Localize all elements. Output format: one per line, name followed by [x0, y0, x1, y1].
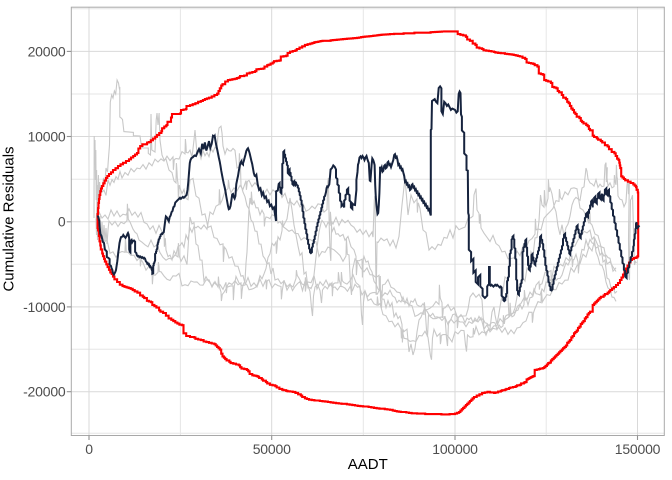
svg-text:Cumulative Residuals: Cumulative Residuals	[1, 146, 18, 291]
svg-text:AADT: AADT	[348, 456, 388, 473]
svg-text:0: 0	[58, 214, 66, 230]
svg-text:20000: 20000	[28, 43, 66, 59]
svg-text:-10000: -10000	[23, 299, 66, 315]
svg-text:10000: 10000	[28, 128, 66, 144]
svg-text:150000: 150000	[615, 441, 661, 457]
svg-text:50000: 50000	[253, 441, 291, 457]
svg-text:0: 0	[85, 441, 93, 457]
svg-text:-20000: -20000	[23, 384, 66, 400]
svg-text:100000: 100000	[432, 441, 478, 457]
